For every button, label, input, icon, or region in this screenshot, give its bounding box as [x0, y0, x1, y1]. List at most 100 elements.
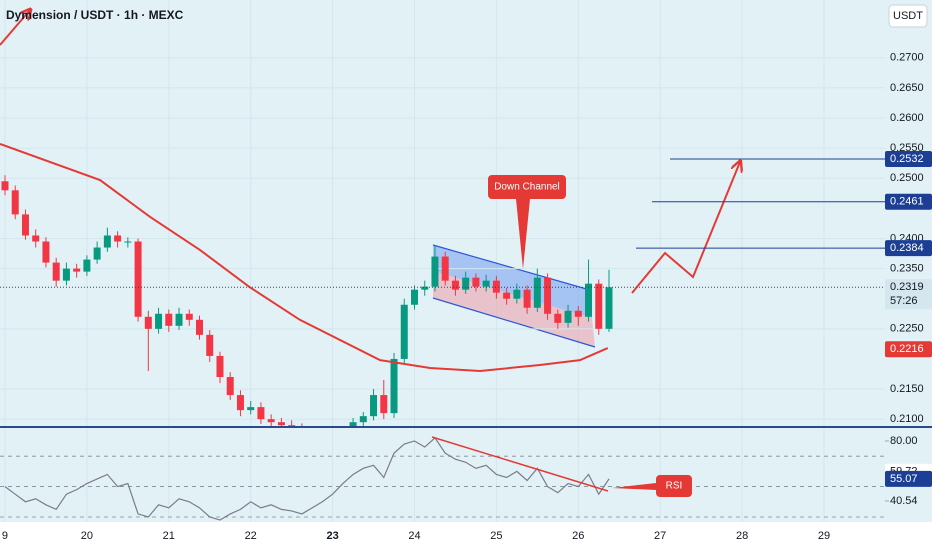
- y-tick-label: 0.2650: [890, 82, 924, 94]
- annotation: Down Channel: [494, 182, 560, 193]
- ma-badge: [885, 341, 932, 358]
- projection-arrow: [631, 162, 740, 294]
- annotation: RSI: [666, 481, 683, 492]
- candle-body: [533, 277, 541, 308]
- y-tick-label: 0.2150: [890, 383, 924, 395]
- candle-body: [431, 256, 439, 287]
- y-tick-label: 0.2700: [890, 52, 924, 64]
- candle-body: [585, 283, 593, 317]
- candle-body: [277, 422, 285, 426]
- candle-body: [226, 377, 234, 396]
- level-badge: [885, 193, 932, 210]
- candle-body: [349, 422, 357, 427]
- candle-body: [32, 235, 40, 242]
- candle-body: [216, 355, 224, 378]
- candle-body: [482, 280, 490, 287]
- x-tick-label: 24: [408, 530, 420, 542]
- candle-body: [441, 256, 449, 281]
- candle-body: [370, 395, 378, 417]
- candle-body: [165, 313, 173, 326]
- candle-body: [73, 268, 81, 272]
- x-tick-label: 22: [245, 530, 257, 542]
- x-tick-label: 29: [818, 530, 830, 542]
- candle-body: [247, 407, 255, 411]
- x-tick-label: 20: [81, 530, 93, 542]
- candle-body: [52, 262, 60, 281]
- candle-body: [196, 319, 204, 335]
- candle-body: [206, 334, 214, 356]
- ma-badge-label: 0.2216: [890, 343, 924, 355]
- candle-body: [492, 280, 500, 293]
- candle-body: [554, 313, 562, 323]
- x-tick-label: 21: [163, 530, 175, 542]
- x-tick-label: 9: [2, 530, 8, 542]
- rsi-badge: [885, 470, 932, 487]
- rsi-trendline: [431, 436, 609, 492]
- x-tick-label: 26: [572, 530, 584, 542]
- y-tick-label: 0.2100: [890, 413, 924, 425]
- level-badge: [885, 150, 932, 167]
- candle-body: [114, 235, 122, 242]
- y-tick-label: 0.2600: [890, 112, 924, 124]
- candle-body: [103, 235, 111, 248]
- x-tick-label: 23: [326, 530, 338, 542]
- currency-button[interactable]: [888, 4, 928, 28]
- candle-body: [134, 241, 142, 317]
- candle-body: [175, 313, 183, 326]
- candle-body: [390, 358, 398, 414]
- candle-body: [574, 310, 582, 317]
- candle-body: [21, 214, 29, 236]
- candle-body: [605, 287, 613, 329]
- level-badge: [885, 240, 932, 257]
- level-badge-label: 0.2461: [890, 196, 924, 208]
- corner-arrow: [0, 10, 30, 46]
- candle-body: [595, 283, 603, 329]
- channel-top: [432, 244, 591, 291]
- y-tick-label: 0.2500: [890, 172, 924, 184]
- currency-label[interactable]: USDT: [893, 10, 923, 22]
- candle-body: [83, 259, 91, 272]
- x-tick-label: 27: [654, 530, 666, 542]
- moving-average: [0, 142, 609, 372]
- x-axis-bg: [0, 522, 932, 550]
- candle-body: [11, 190, 19, 215]
- candle-body: [267, 419, 275, 423]
- candle-body: [400, 304, 408, 359]
- background: [0, 0, 932, 522]
- price-pane: [0, 57, 885, 427]
- channel-bottom: [432, 297, 596, 348]
- channel-lower: [433, 271, 595, 347]
- candle-body: [124, 241, 132, 243]
- candle-body: [236, 395, 244, 411]
- candle-body: [421, 286, 429, 290]
- rsi-pane: [0, 437, 885, 521]
- x-tick-label: 28: [736, 530, 748, 542]
- candle-body: [185, 313, 193, 320]
- candle-body: [144, 316, 152, 329]
- callout: [488, 175, 566, 269]
- level-badge-label: 0.2384: [890, 242, 924, 254]
- level-badge-label: 0.2532: [890, 153, 924, 165]
- rsi-line: [4, 437, 610, 521]
- channel-upper: [433, 245, 592, 318]
- candle-body: [513, 289, 521, 299]
- countdown: 57:26: [890, 295, 918, 307]
- candle-body: [462, 277, 470, 290]
- candle-body: [380, 395, 388, 414]
- candle-body: [564, 310, 572, 323]
- candle-body: [62, 268, 70, 281]
- candle-body: [42, 241, 50, 263]
- candle-body: [155, 313, 163, 329]
- last-price-badge: [885, 279, 932, 310]
- candle-body: [1, 181, 9, 191]
- candle-body: [359, 416, 367, 423]
- candle-body: [503, 292, 511, 299]
- y-tick-label: 0.2350: [890, 263, 924, 275]
- candle-body: [544, 277, 552, 314]
- candle-body: [410, 289, 418, 305]
- y-tick-label: 0.2250: [890, 323, 924, 335]
- chart-title: Dymension / USDT · 1h · MEXC: [6, 8, 184, 22]
- candle-body: [93, 247, 101, 260]
- candle-body: [523, 289, 531, 308]
